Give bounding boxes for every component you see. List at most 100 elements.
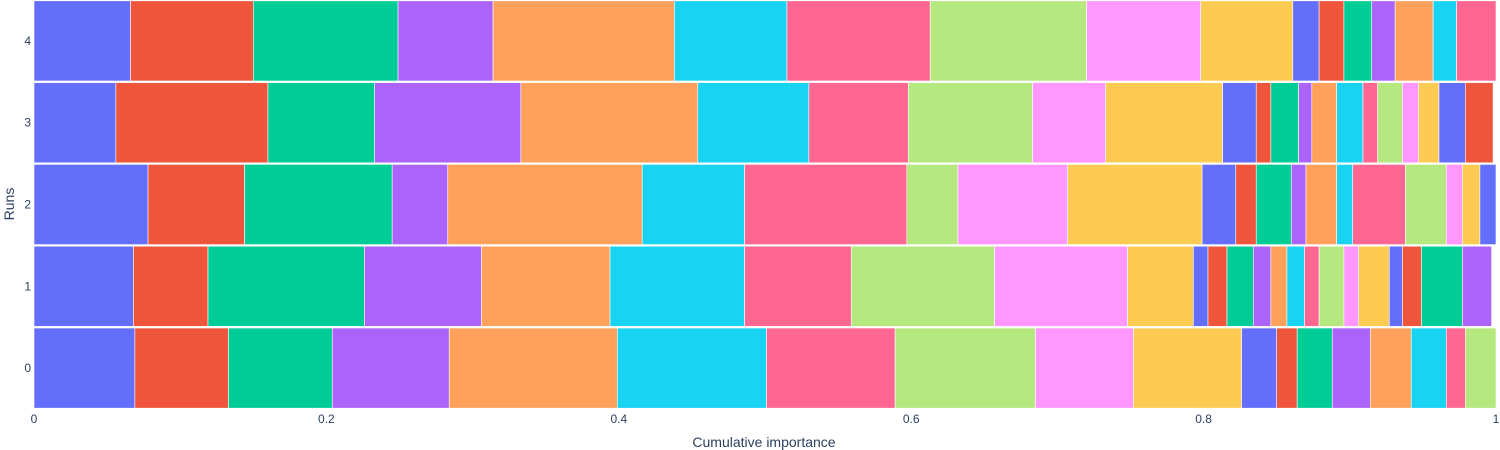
bar-segment-run-1-4[interactable] <box>481 245 611 327</box>
bar-segment-run-1-22[interactable] <box>1421 245 1463 327</box>
bar-segment-run-4-2[interactable] <box>253 0 399 82</box>
bar-segment-run-2-15[interactable] <box>1336 164 1354 245</box>
bar-segment-run-0-8[interactable] <box>1035 327 1134 409</box>
bar-segment-run-3-21[interactable] <box>1465 82 1494 164</box>
bar-segment-run-0-2[interactable] <box>228 327 333 409</box>
bar-segment-run-3-9[interactable] <box>1105 82 1223 164</box>
bar-segment-run-0-11[interactable] <box>1276 327 1298 409</box>
bar-segment-run-3-14[interactable] <box>1311 82 1337 164</box>
bar-segment-run-4-7[interactable] <box>929 0 1087 82</box>
bar-segment-run-1-6[interactable] <box>744 245 852 327</box>
bar-segment-run-1-1[interactable] <box>133 245 209 327</box>
bar-segment-run-1-20[interactable] <box>1388 245 1403 327</box>
bar-segment-run-2-17[interactable] <box>1405 164 1447 245</box>
bar-segment-run-0-16[interactable] <box>1445 327 1466 409</box>
bar-segment-run-4-8[interactable] <box>1086 0 1201 82</box>
bar-segment-run-4-10[interactable] <box>1292 0 1320 82</box>
bar-segment-run-3-18[interactable] <box>1402 82 1419 164</box>
bar-segment-run-3-15[interactable] <box>1336 82 1364 164</box>
bar-segment-run-3-6[interactable] <box>808 82 909 164</box>
bar-segment-run-0-17[interactable] <box>1465 327 1497 409</box>
bar-segment-run-1-19[interactable] <box>1358 245 1390 327</box>
bar-segment-run-4-15[interactable] <box>1432 0 1457 82</box>
bar-segment-run-3-4[interactable] <box>520 82 699 164</box>
bar-segment-run-4-12[interactable] <box>1343 0 1373 82</box>
bar-segment-run-1-8[interactable] <box>994 245 1128 327</box>
bar-segment-run-3-10[interactable] <box>1222 82 1257 164</box>
bar-segment-run-4-1[interactable] <box>130 0 254 82</box>
bar-segment-run-0-15[interactable] <box>1410 327 1447 409</box>
bar-segment-run-0-4[interactable] <box>448 327 618 409</box>
bar-segment-run-0-3[interactable] <box>331 327 450 409</box>
bar-segment-run-3-3[interactable] <box>374 82 522 164</box>
bar-segment-run-3-2[interactable] <box>267 82 375 164</box>
bar-segment-run-4-5[interactable] <box>674 0 788 82</box>
bar-segment-run-3-8[interactable] <box>1032 82 1106 164</box>
bar-segment-run-2-19[interactable] <box>1462 164 1481 245</box>
bar-segment-run-0-14[interactable] <box>1369 327 1412 409</box>
bar-segment-run-0-12[interactable] <box>1296 327 1333 409</box>
bar-segment-run-0-9[interactable] <box>1133 327 1242 409</box>
bar-segment-run-2-2[interactable] <box>244 164 393 245</box>
bar-segment-run-4-11[interactable] <box>1318 0 1345 82</box>
bar-segment-run-2-5[interactable] <box>641 164 745 245</box>
bar-segment-run-1-12[interactable] <box>1226 245 1254 327</box>
bar-segment-run-4-13[interactable] <box>1371 0 1396 82</box>
bar-segment-run-1-13[interactable] <box>1253 245 1272 327</box>
bar-segment-run-1-3[interactable] <box>364 245 482 327</box>
bar-segment-run-2-13[interactable] <box>1291 164 1307 245</box>
bar-segment-run-1-9[interactable] <box>1127 245 1194 327</box>
bar-segment-run-2-6[interactable] <box>744 164 908 245</box>
bar-segment-run-3-11[interactable] <box>1255 82 1272 164</box>
bar-segment-run-3-16[interactable] <box>1362 82 1378 164</box>
bar-segment-run-0-1[interactable] <box>134 327 229 409</box>
bar-segment-run-2-14[interactable] <box>1305 164 1337 245</box>
bar-segment-run-3-17[interactable] <box>1377 82 1403 164</box>
bar-segment-run-2-0[interactable] <box>33 164 149 245</box>
bar-segment-run-3-12[interactable] <box>1270 82 1299 164</box>
bar-segment-run-2-3[interactable] <box>391 164 449 245</box>
bar-segment-run-0-10[interactable] <box>1241 327 1277 409</box>
bar-segment-run-1-14[interactable] <box>1270 245 1288 327</box>
bar-segment-run-1-2[interactable] <box>207 245 365 327</box>
bar-segment-run-1-17[interactable] <box>1318 245 1345 327</box>
bar-segment-run-1-16[interactable] <box>1304 245 1320 327</box>
bar-segment-run-4-6[interactable] <box>786 0 931 82</box>
bar-segment-run-4-4[interactable] <box>492 0 675 82</box>
bar-segment-run-0-6[interactable] <box>766 327 896 409</box>
bar-segment-run-1-11[interactable] <box>1207 245 1228 327</box>
bar-segment-run-3-7[interactable] <box>907 82 1033 164</box>
bar-segment-run-2-1[interactable] <box>147 164 245 245</box>
bar-segment-run-0-7[interactable] <box>894 327 1036 409</box>
bar-segment-run-4-3[interactable] <box>397 0 494 82</box>
bar-segment-run-3-19[interactable] <box>1418 82 1440 164</box>
bar-segment-run-2-18[interactable] <box>1445 164 1463 245</box>
bar-segment-run-2-20[interactable] <box>1479 164 1497 245</box>
bar-segment-run-1-21[interactable] <box>1402 245 1422 327</box>
bar-segment-run-3-1[interactable] <box>115 82 269 164</box>
bar-segment-run-2-9[interactable] <box>1067 164 1203 245</box>
bar-segment-run-2-8[interactable] <box>957 164 1068 245</box>
bar-segment-run-0-13[interactable] <box>1331 327 1371 409</box>
bar-segment-run-3-5[interactable] <box>697 82 810 164</box>
bar-segment-run-1-5[interactable] <box>609 245 745 327</box>
bar-segment-run-1-18[interactable] <box>1343 245 1359 327</box>
bar-segment-run-0-0[interactable] <box>33 327 136 409</box>
bar-segment-run-1-10[interactable] <box>1193 245 1209 327</box>
bar-segment-run-1-7[interactable] <box>850 245 995 327</box>
bar-segment-run-4-9[interactable] <box>1200 0 1294 82</box>
bar-segment-run-4-14[interactable] <box>1394 0 1434 82</box>
bar-segment-run-4-0[interactable] <box>33 0 131 82</box>
bar-segment-run-1-0[interactable] <box>33 245 134 327</box>
bar-segment-run-4-16[interactable] <box>1456 0 1497 82</box>
bar-segment-run-2-16[interactable] <box>1352 164 1406 245</box>
bar-segment-run-2-11[interactable] <box>1235 164 1257 245</box>
bar-segment-run-2-10[interactable] <box>1201 164 1237 245</box>
bar-segment-run-3-20[interactable] <box>1438 82 1466 164</box>
bar-segment-run-3-0[interactable] <box>33 82 117 164</box>
bar-segment-run-1-23[interactable] <box>1462 245 1492 327</box>
bar-segment-run-2-7[interactable] <box>906 164 959 245</box>
bar-segment-run-3-13[interactable] <box>1298 82 1313 164</box>
bar-segment-run-2-12[interactable] <box>1255 164 1292 245</box>
bar-segment-run-2-4[interactable] <box>447 164 643 245</box>
